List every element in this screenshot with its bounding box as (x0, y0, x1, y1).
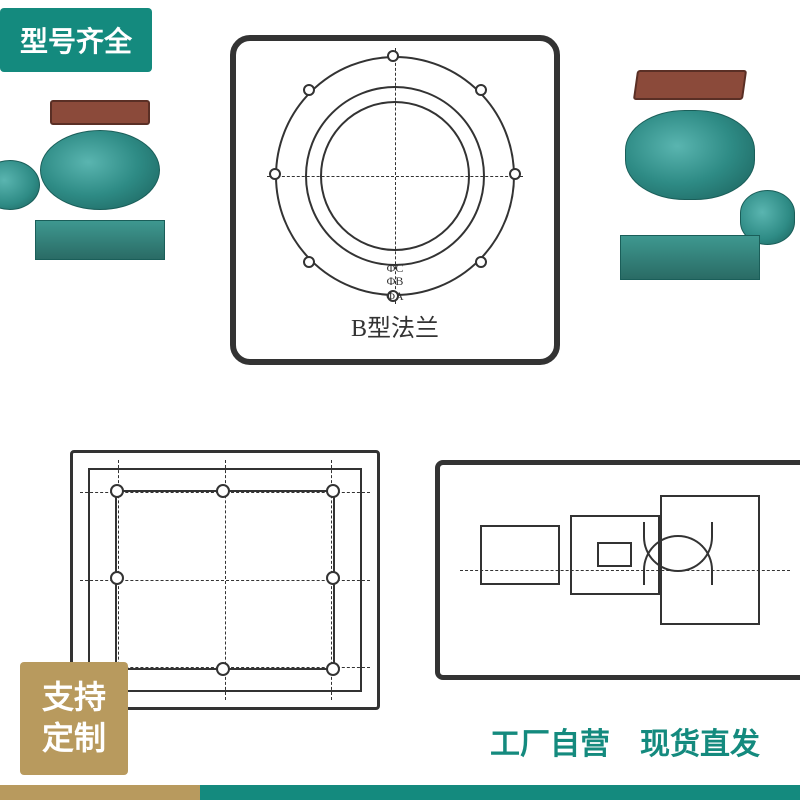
badge-bottom-right: 工厂自营 现货直发 (470, 707, 780, 775)
side-machine (460, 485, 790, 655)
circle-flange-inner (320, 101, 470, 251)
side-motor-block (480, 525, 560, 585)
bolt-hole (387, 50, 399, 62)
bolt-hole (216, 484, 230, 498)
bolt-hole (216, 662, 230, 676)
product-image-right (590, 70, 790, 300)
dim-label-b: ΦB (387, 274, 404, 289)
side-inner-block (597, 542, 632, 567)
valve-base (620, 235, 760, 280)
badge-bottom-left: 支持 定制 (20, 662, 128, 775)
bolt-hole (475, 256, 487, 268)
bolt-hole (269, 168, 281, 180)
badge-top-left: 型号齐全 (0, 8, 152, 72)
diagram-side-view (435, 460, 800, 680)
rotary-valve-right (590, 70, 790, 300)
bolt-hole (303, 84, 315, 96)
valve-flange-top (50, 100, 150, 125)
square-flange-inner (115, 490, 335, 670)
valve-motor (0, 160, 40, 210)
valve-flange-top (633, 70, 747, 100)
valve-body (40, 130, 160, 210)
product-image-left (0, 100, 210, 300)
bolt-hole (509, 168, 521, 180)
side-valve-block (660, 495, 760, 625)
square-flange-outer (88, 468, 362, 692)
bolt-hole (326, 571, 340, 585)
bolt-hole (110, 484, 124, 498)
flange-type-label: B型法兰 (351, 308, 439, 343)
circle-flange-outer: ΦC ΦB ΦA (275, 56, 515, 296)
diagram-circle-flange: ΦC ΦB ΦA B型法兰 (230, 35, 560, 365)
bottom-bar (0, 785, 800, 800)
bolt-hole (475, 84, 487, 96)
badge-line-1: 支持 (42, 677, 106, 719)
valve-base (35, 220, 165, 260)
badge-line-2: 定制 (42, 718, 106, 760)
bolt-hole (326, 662, 340, 676)
dim-label-a: ΦA (386, 289, 403, 304)
valve-body (625, 110, 755, 200)
badge-stock: 现货直发 (640, 719, 760, 763)
bolt-hole (303, 256, 315, 268)
rotary-valve-left (0, 100, 210, 300)
bolt-hole (110, 571, 124, 585)
bolt-hole (326, 484, 340, 498)
badge-factory: 工厂自营 (490, 719, 610, 763)
